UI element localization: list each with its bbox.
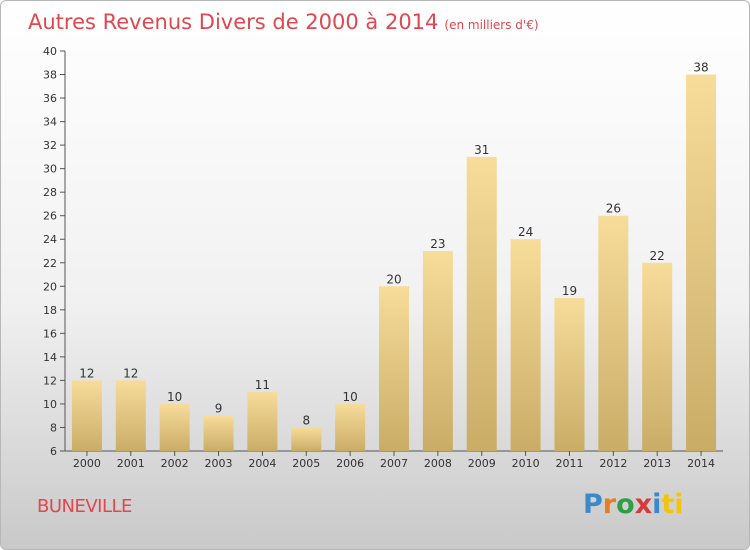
x-tick-label: 2001 bbox=[117, 457, 145, 470]
value-label: 19 bbox=[562, 284, 577, 298]
x-tick-label: 2004 bbox=[248, 457, 276, 470]
y-tick-label: 10 bbox=[43, 398, 57, 411]
bar bbox=[379, 286, 409, 451]
x-tick-label: 2003 bbox=[205, 457, 233, 470]
x-tick-label: 2006 bbox=[336, 457, 364, 470]
y-tick-label: 30 bbox=[43, 163, 57, 176]
y-tick-label: 22 bbox=[43, 257, 57, 270]
y-tick-label: 12 bbox=[43, 374, 57, 387]
bar bbox=[422, 251, 453, 451]
x-tick-label: 2007 bbox=[380, 457, 408, 470]
y-tick-label: 26 bbox=[43, 210, 57, 223]
y-tick-label: 20 bbox=[43, 280, 57, 293]
y-tick-label: 28 bbox=[43, 186, 57, 199]
proxiti-logo: Proxiti bbox=[583, 489, 684, 520]
y-tick-labels: 6 8 10 12 14 16 18 20 22 24 26 28 30 32 34 36 38 40 bbox=[43, 45, 57, 458]
y-tick-label: 16 bbox=[43, 327, 57, 340]
y-tick-label: 24 bbox=[43, 233, 57, 246]
value-label: 38 bbox=[693, 61, 708, 75]
x-tick-label: 2002 bbox=[161, 457, 189, 470]
value-labels: 12 12 10 9 11 8 10 20 23 31 24 19 26 22 38 bbox=[79, 61, 708, 428]
y-tick-label: 36 bbox=[43, 92, 57, 105]
chart-title: Autres Revenus Divers de 2000 à 2014 (en … bbox=[28, 10, 539, 34]
y-tick-label: 40 bbox=[43, 45, 57, 58]
x-tick-label: 2014 bbox=[687, 457, 715, 470]
logo-letter: r bbox=[602, 489, 617, 520]
bar bbox=[598, 215, 629, 451]
x-tick-label: 2005 bbox=[292, 457, 320, 470]
value-label: 10 bbox=[167, 390, 182, 404]
y-tick-label: 32 bbox=[43, 139, 57, 152]
value-label: 10 bbox=[342, 390, 357, 404]
y-tick-label: 8 bbox=[50, 421, 57, 434]
x-tick-label: 2013 bbox=[643, 457, 671, 470]
logo-letter: P bbox=[583, 489, 603, 520]
bar bbox=[115, 380, 146, 451]
y-tick-label: 34 bbox=[43, 116, 57, 129]
bar bbox=[291, 427, 322, 451]
bar bbox=[642, 262, 673, 451]
y-tick-label: 38 bbox=[43, 69, 57, 82]
bar bbox=[71, 380, 102, 451]
value-label: 12 bbox=[79, 366, 94, 380]
x-tick-label: 2012 bbox=[599, 457, 627, 470]
bars bbox=[71, 74, 717, 451]
x-tick-label: 2008 bbox=[424, 457, 452, 470]
value-label: 11 bbox=[255, 378, 270, 392]
bar bbox=[247, 392, 278, 451]
value-label: 8 bbox=[302, 413, 310, 427]
value-label: 20 bbox=[386, 272, 401, 286]
y-tick-label: 6 bbox=[50, 445, 57, 458]
title-unit: (en milliers d'€) bbox=[444, 18, 539, 32]
x-tick-label: 2010 bbox=[512, 457, 540, 470]
value-label: 23 bbox=[430, 237, 445, 251]
value-label: 9 bbox=[215, 402, 223, 416]
logo-letter: ti bbox=[661, 489, 684, 520]
value-label: 12 bbox=[123, 366, 138, 380]
value-label: 31 bbox=[474, 143, 489, 157]
bar bbox=[510, 239, 541, 451]
value-label: 26 bbox=[606, 202, 621, 216]
y-tick-label: 18 bbox=[43, 304, 57, 317]
x-tick-label: 2011 bbox=[555, 457, 583, 470]
title-text: Autres Revenus Divers de 2000 à 2014 bbox=[28, 10, 439, 34]
bar bbox=[335, 403, 366, 451]
y-tick-label: 14 bbox=[43, 351, 57, 364]
bar bbox=[203, 415, 234, 451]
logo-letter: o bbox=[616, 489, 635, 520]
bar bbox=[686, 74, 717, 451]
bar bbox=[554, 298, 585, 451]
x-tick-label: 2009 bbox=[468, 457, 496, 470]
bar bbox=[159, 403, 190, 451]
value-label: 24 bbox=[518, 225, 533, 239]
logo-letter: x bbox=[634, 489, 653, 520]
value-label: 22 bbox=[650, 249, 665, 263]
x-tick-label: 2000 bbox=[73, 457, 101, 470]
logo-letter: i bbox=[652, 489, 662, 520]
bar bbox=[466, 156, 497, 451]
x-tick-labels: 2000 2001 2002 2003 2004 2005 2006 2007 2008 2009… bbox=[73, 457, 715, 470]
commune-name: BUNEVILLE bbox=[37, 496, 132, 517]
